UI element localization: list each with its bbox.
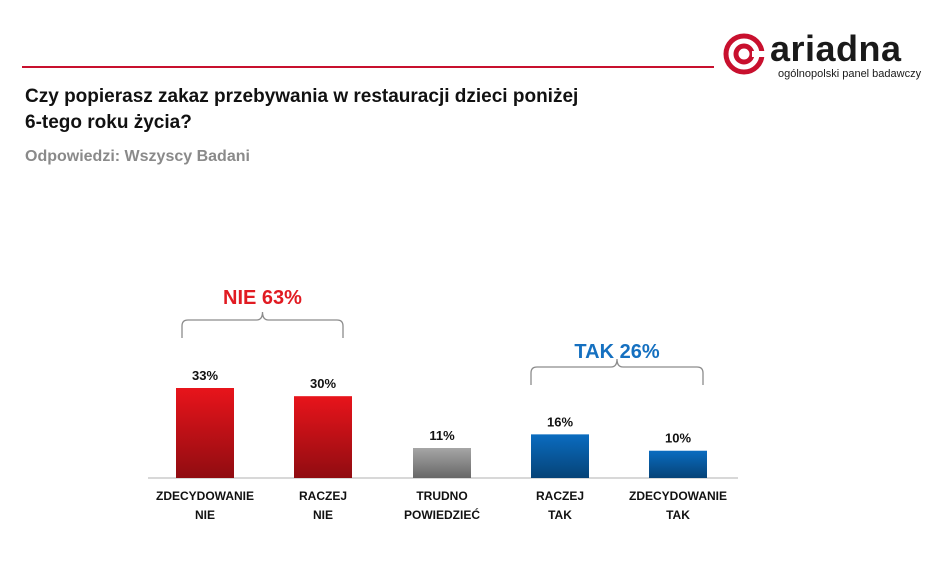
category-label: TAK bbox=[666, 508, 690, 522]
ariadna-logo: ariadna ogólnopolski panel badawczy bbox=[722, 28, 934, 84]
bar bbox=[531, 434, 589, 478]
group-brace bbox=[530, 358, 704, 385]
question-line-2: 6-tego roku życia? bbox=[25, 112, 192, 133]
bar bbox=[649, 450, 707, 478]
logo-wordmark: ariadna bbox=[770, 28, 902, 69]
group-label: NIE 63% bbox=[223, 287, 302, 309]
data-label: 10% bbox=[665, 431, 691, 446]
category-label: ZDECYDOWANIE bbox=[156, 489, 254, 503]
category-label: POWIEDZIEĆ bbox=[404, 507, 480, 522]
category-label: RACZEJ bbox=[536, 489, 584, 503]
respondents-subtitle: Odpowiedzi: Wszyscy Badani bbox=[25, 148, 250, 165]
bar bbox=[294, 396, 352, 478]
category-label: ZDECYDOWANIE bbox=[629, 489, 727, 503]
category-label: NIE bbox=[195, 508, 215, 522]
group-label: TAK 26% bbox=[574, 341, 659, 363]
category-label: RACZEJ bbox=[299, 489, 347, 503]
ariadna-logo-icon bbox=[723, 33, 766, 75]
data-label: 30% bbox=[310, 376, 336, 391]
data-label: 11% bbox=[429, 428, 455, 443]
header-rule bbox=[22, 66, 714, 68]
category-label: NIE bbox=[313, 508, 333, 522]
category-label: TAK bbox=[548, 508, 572, 522]
logo-tagline: ogólnopolski panel badawczy bbox=[778, 68, 922, 80]
bar bbox=[413, 448, 471, 478]
bar bbox=[176, 388, 234, 478]
data-label: 16% bbox=[547, 414, 573, 429]
category-label: TRUDNO bbox=[416, 489, 467, 503]
group-brace bbox=[181, 311, 344, 338]
survey-question: Czy popierasz zakaz przebywania w restau… bbox=[25, 84, 665, 136]
data-label: 33% bbox=[192, 368, 218, 383]
question-line-1: Czy popierasz zakaz przebywania w restau… bbox=[25, 86, 579, 107]
